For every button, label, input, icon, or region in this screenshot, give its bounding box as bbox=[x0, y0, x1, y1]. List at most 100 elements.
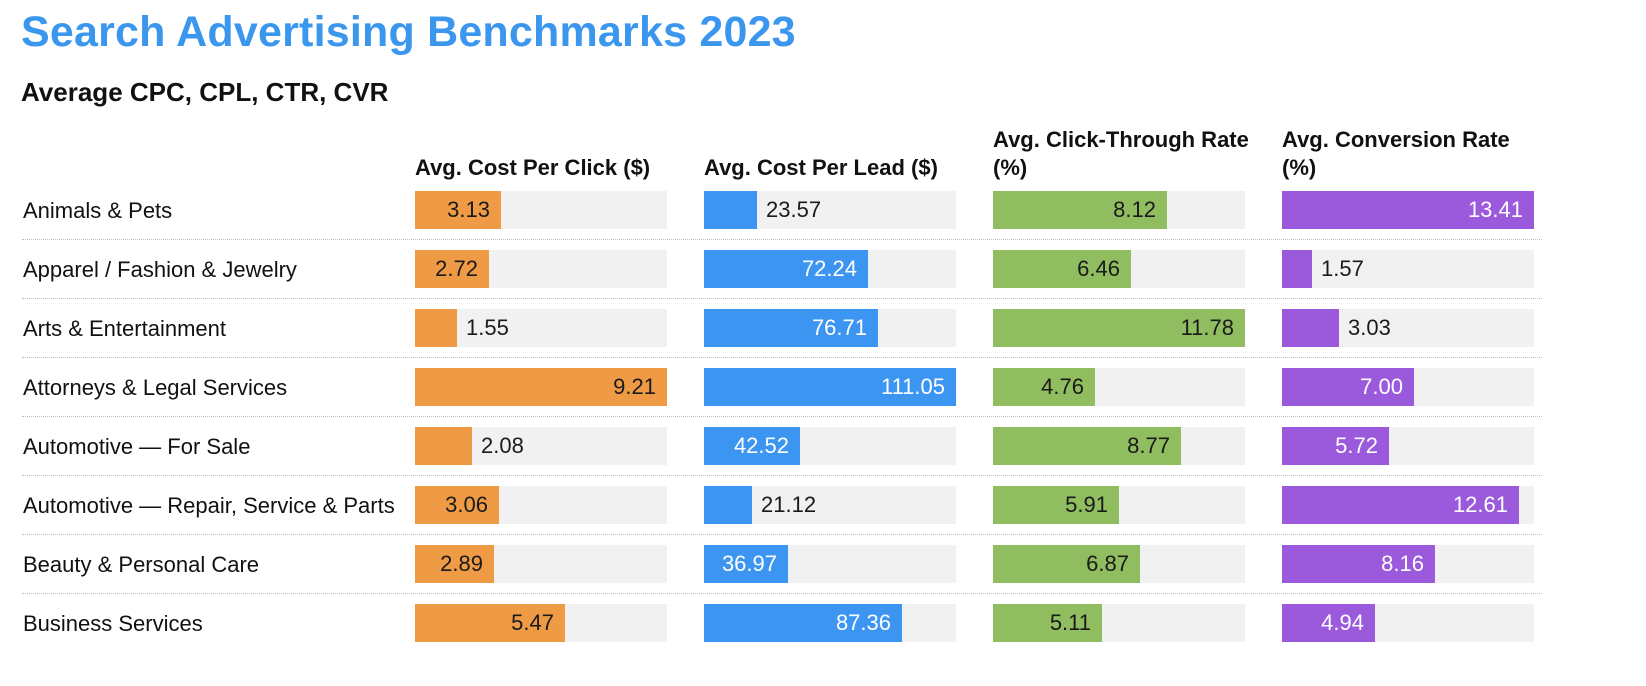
bar-avg-click-through-rate bbox=[993, 250, 1131, 288]
bar-track: 5.47 bbox=[415, 604, 667, 642]
bar-avg-cost-per-lead bbox=[704, 604, 902, 642]
category-label: Animals & Pets bbox=[23, 198, 173, 223]
bar-avg-cost-per-lead bbox=[704, 309, 878, 347]
row-divider bbox=[22, 475, 1542, 476]
table-row: Automotive — For Sale 2.08 42.52 8.77 5.72 bbox=[22, 417, 1542, 476]
table-row: Apparel / Fashion & Jewelry 2.72 72.24 6.46… bbox=[22, 240, 1542, 299]
bar-avg-conversion-rate bbox=[1282, 191, 1534, 229]
bar-track: 2.89 bbox=[415, 545, 667, 583]
table-row: Arts & Entertainment 1.55 76.71 11.78 3.03 bbox=[22, 299, 1542, 358]
bar-track: 7.00 bbox=[1282, 368, 1534, 406]
bar-avg-conversion-rate bbox=[1282, 545, 1435, 583]
bar-avg-conversion-rate bbox=[1282, 368, 1414, 406]
bar-avg-click-through-rate bbox=[993, 604, 1102, 642]
table-row: Business Services 5.47 87.36 5.11 4.94 bbox=[22, 594, 1542, 653]
row-divider bbox=[22, 416, 1542, 417]
bar-track: 11.78 bbox=[993, 309, 1245, 347]
bar-track: 1.55 bbox=[415, 309, 667, 347]
bar-avg-conversion-rate bbox=[1282, 604, 1375, 642]
row-divider bbox=[22, 239, 1542, 240]
bar-track: 4.76 bbox=[993, 368, 1245, 406]
bar-track: 8.77 bbox=[993, 427, 1245, 465]
bar-avg-click-through-rate bbox=[993, 309, 1245, 347]
bar-avg-cost-per-click bbox=[415, 309, 457, 347]
bar-avg-conversion-rate bbox=[1282, 427, 1389, 465]
category-label: Attorneys & Legal Services bbox=[23, 375, 288, 400]
bar-avg-cost-per-click bbox=[415, 191, 501, 229]
column-header-avg-click-through-rate: Avg. Click-Through Rate (%) bbox=[993, 127, 1249, 180]
bar-avg-cost-per-click bbox=[415, 545, 494, 583]
bar-track: 8.12 bbox=[993, 191, 1245, 229]
bar-avg-cost-per-lead bbox=[704, 250, 868, 288]
bar-track: 36.97 bbox=[704, 545, 956, 583]
bar-avg-conversion-rate bbox=[1282, 486, 1519, 524]
data-label: 3.06 bbox=[445, 492, 488, 517]
bar-track: 87.36 bbox=[704, 604, 956, 642]
bar-avg-cost-per-click bbox=[415, 250, 489, 288]
bar-track: 13.41 bbox=[1282, 191, 1534, 229]
bar-avg-cost-per-lead bbox=[704, 486, 752, 524]
bar-avg-click-through-rate bbox=[993, 427, 1181, 465]
data-label: 2.72 bbox=[435, 256, 478, 281]
data-label: 4.76 bbox=[1041, 374, 1084, 399]
bar-track: 5.72 bbox=[1282, 427, 1534, 465]
category-label: Automotive — Repair, Service & Parts bbox=[23, 493, 395, 518]
chart-subtitle: Average CPC, CPL, CTR, CVR bbox=[21, 77, 389, 107]
data-label: 8.12 bbox=[1113, 197, 1156, 222]
row-divider bbox=[22, 357, 1542, 358]
data-label: 5.91 bbox=[1065, 492, 1108, 517]
bar-avg-cost-per-click bbox=[415, 427, 472, 465]
bar-track: 3.06 bbox=[415, 486, 667, 524]
bar-avg-cost-per-click bbox=[415, 368, 667, 406]
bar-track: 23.57 bbox=[704, 191, 956, 229]
data-label: 6.87 bbox=[1086, 551, 1129, 576]
table-row: Automotive — Repair, Service & Parts 3.06… bbox=[22, 476, 1542, 535]
bar-avg-click-through-rate bbox=[993, 368, 1095, 406]
data-label: 9.21 bbox=[613, 374, 656, 399]
data-label: 12.61 bbox=[1452, 492, 1508, 517]
bar-track: 42.52 bbox=[704, 427, 956, 465]
bar-avg-cost-per-lead bbox=[704, 427, 800, 465]
category-label: Beauty & Personal Care bbox=[23, 552, 260, 577]
data-label: 87.36 bbox=[835, 610, 891, 635]
category-label: Apparel / Fashion & Jewelry bbox=[23, 257, 297, 282]
bar-track: 6.87 bbox=[993, 545, 1245, 583]
data-label: 72.24 bbox=[801, 256, 857, 281]
data-label: 36.97 bbox=[721, 551, 777, 576]
bar-track: 3.03 bbox=[1282, 309, 1534, 347]
bar-track: 2.72 bbox=[415, 250, 667, 288]
bar-track: 5.11 bbox=[993, 604, 1245, 642]
data-label: 4.94 bbox=[1321, 610, 1364, 635]
column-header-avg-cost-per-lead: Avg. Cost Per Lead ($) bbox=[704, 155, 938, 180]
chart-title: Search Advertising Benchmarks 2023 bbox=[21, 8, 796, 56]
bar-avg-cost-per-lead bbox=[704, 191, 757, 229]
bar-track: 3.13 bbox=[415, 191, 667, 229]
row-divider bbox=[22, 534, 1542, 535]
table-row: Animals & Pets 3.13 23.57 8.12 13.41 bbox=[22, 181, 1542, 240]
bar-avg-conversion-rate bbox=[1282, 250, 1312, 288]
table-row: Beauty & Personal Care 2.89 36.97 6.87 8.16 bbox=[22, 535, 1542, 594]
data-label: 1.55 bbox=[466, 315, 509, 340]
bar-avg-cost-per-click bbox=[415, 486, 499, 524]
row-divider bbox=[22, 593, 1542, 594]
bar-track: 72.24 bbox=[704, 250, 956, 288]
data-label: 5.72 bbox=[1335, 433, 1378, 458]
bar-track: 1.57 bbox=[1282, 250, 1534, 288]
column-header-avg-cost-per-click: Avg. Cost Per Click ($) bbox=[415, 155, 651, 180]
bar-track: 2.08 bbox=[415, 427, 667, 465]
bar-track: 5.91 bbox=[993, 486, 1245, 524]
bar-avg-click-through-rate bbox=[993, 545, 1140, 583]
data-label: 1.57 bbox=[1321, 256, 1364, 281]
bar-track: 4.94 bbox=[1282, 604, 1534, 642]
bar-track: 111.05 bbox=[704, 368, 956, 406]
bar-avg-cost-per-lead bbox=[704, 368, 956, 406]
data-label: 76.71 bbox=[811, 315, 867, 340]
bar-avg-click-through-rate bbox=[993, 486, 1119, 524]
data-label: 11.78 bbox=[1180, 315, 1234, 340]
data-label: 8.77 bbox=[1127, 433, 1170, 458]
table-row: Attorneys & Legal Services 9.21 111.05 4.76… bbox=[22, 358, 1542, 417]
data-label: 8.16 bbox=[1381, 551, 1424, 576]
data-label: 5.47 bbox=[511, 610, 554, 635]
bar-track: 6.46 bbox=[993, 250, 1245, 288]
data-label: 23.57 bbox=[766, 197, 822, 222]
